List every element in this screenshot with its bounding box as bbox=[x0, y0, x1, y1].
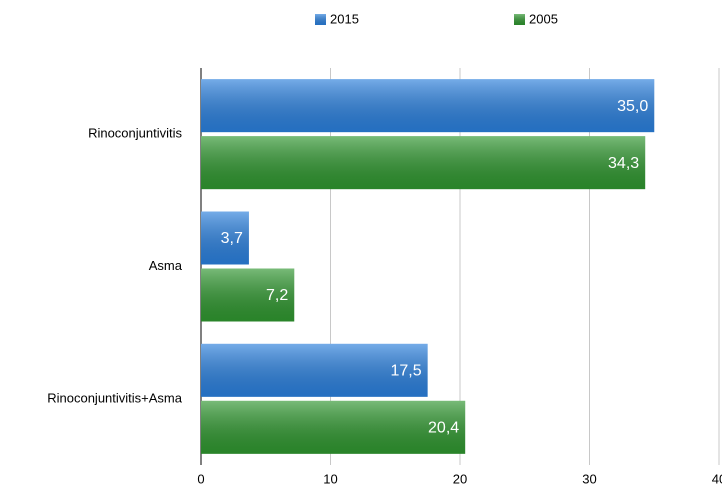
bar-shine bbox=[201, 211, 249, 265]
x-tick-label: 10 bbox=[323, 471, 337, 486]
legend-label: 2015 bbox=[330, 11, 359, 26]
legend-swatch-shine bbox=[514, 14, 525, 25]
data-label: 35,0 bbox=[617, 98, 648, 115]
bar-shine bbox=[201, 79, 655, 133]
x-tick-label: 0 bbox=[197, 471, 204, 486]
bar-shine bbox=[201, 343, 428, 397]
y-tick-label: Asma bbox=[149, 258, 183, 273]
legend-label: 2005 bbox=[529, 11, 558, 26]
data-label: 34,3 bbox=[608, 155, 639, 172]
x-tick-label: 40 bbox=[712, 471, 722, 486]
bar-shine bbox=[201, 400, 466, 454]
legend-swatch-shine bbox=[315, 14, 326, 25]
data-label: 3,7 bbox=[221, 230, 243, 247]
data-label: 7,2 bbox=[266, 287, 288, 304]
bar-shine bbox=[201, 136, 646, 190]
x-tick-label: 20 bbox=[453, 471, 467, 486]
bar-shine bbox=[201, 268, 295, 322]
x-tick-label: 30 bbox=[582, 471, 596, 486]
y-tick-label: Rinoconjuntivitis bbox=[88, 126, 182, 141]
y-tick-label: Rinoconjuntivitis+Asma bbox=[47, 390, 183, 405]
data-label: 20,4 bbox=[428, 420, 459, 437]
data-label: 17,5 bbox=[390, 363, 421, 380]
